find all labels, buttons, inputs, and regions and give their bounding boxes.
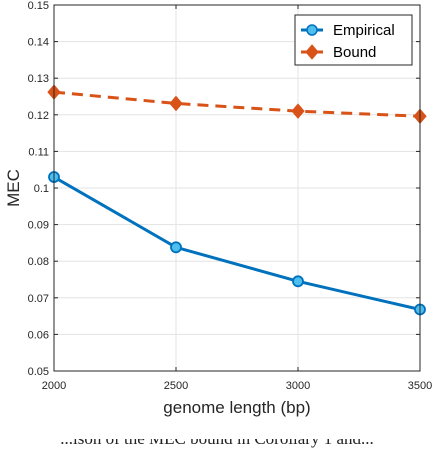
x-tick-label: 3000 <box>286 380 310 392</box>
x-tick-label: 2000 <box>42 380 66 392</box>
data-point <box>291 103 305 119</box>
line-chart: 0.05 0.06 0.07 0.08 0.09 0.1 0.11 0.12 0.13 0.14 0… <box>4 0 432 417</box>
x-tick-labels: 2000 2500 3000 3500 <box>42 380 432 392</box>
y-tick-label: 0.13 <box>28 73 49 85</box>
legend-label-empirical: Empirical <box>333 22 395 39</box>
data-point <box>170 241 182 254</box>
legend: Empirical Bound <box>294 14 413 66</box>
plot-border <box>53 4 421 372</box>
x-tick-label: 2500 <box>164 380 188 392</box>
data-point <box>169 95 183 112</box>
y-tick-label: 0.06 <box>28 329 49 341</box>
y-tick-labels: 0.05 0.06 0.07 0.08 0.09 0.1 0.11 0.12 0.13 0.14 0… <box>28 0 49 378</box>
y-tick-label: 0.1 <box>34 183 49 195</box>
y-tick-label: 0.14 <box>28 37 49 49</box>
legend-marker-bound <box>305 44 319 60</box>
y-tick-label: 0.09 <box>28 220 49 232</box>
y-axis-title: MEC <box>4 169 23 207</box>
x-axis-title: genome length (bp) <box>163 398 310 417</box>
y-tick-label: 0.15 <box>28 0 49 12</box>
series-layer <box>47 84 427 316</box>
data-point <box>292 275 304 288</box>
y-tick-label: 0.07 <box>28 293 49 305</box>
legend-marker-empirical <box>306 24 318 36</box>
y-tick-label: 0.11 <box>28 146 49 158</box>
legend-label-bound: Bound <box>333 44 376 61</box>
series-line-empirical <box>53 175 421 311</box>
series-empirical <box>48 171 426 316</box>
y-tick-label: 0.12 <box>28 110 49 122</box>
x-tick-label: 3500 <box>408 380 432 392</box>
figure-caption: ...ison of the MEC bound in Corollary 1 … <box>60 429 374 448</box>
y-tick-label: 0.05 <box>28 366 49 378</box>
series-line-bound <box>53 90 421 118</box>
y-tick-label: 0.08 <box>28 256 49 268</box>
